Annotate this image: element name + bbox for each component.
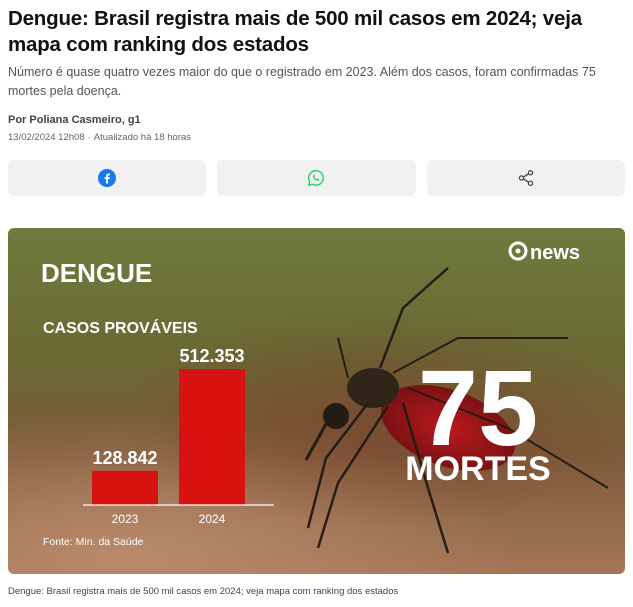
bar-2023: [92, 470, 158, 505]
chart-source: Fonte: Min. da Saúde: [43, 536, 144, 548]
facebook-share-button[interactable]: [8, 160, 207, 196]
bar-category-label: 2024: [199, 512, 226, 526]
infographic-canvas: news DENGUE CASOS PROVÁVEIS 128.842 2023 5…: [41, 241, 609, 554]
mosquito-illustration: [304, 267, 609, 554]
deaths-label: MORTES: [405, 450, 550, 488]
bar-2024: [179, 369, 245, 505]
bar-value-label: 128.842: [92, 448, 157, 468]
article-headline: Dengue: Brasil registra mais de 500 mil …: [8, 7, 582, 56]
brand-name: news: [530, 242, 580, 264]
bar-category-label: 2023: [112, 512, 139, 526]
facebook-icon: [98, 169, 117, 187]
published-time: 13/02/2024 12h08: [8, 132, 85, 143]
article-byline: Por Poliana Casmeiro, g1: [8, 114, 141, 126]
bar-value-label: 512.353: [179, 346, 244, 366]
image-caption: Dengue: Brasil registra mais de 500 mil …: [8, 586, 399, 597]
share-button[interactable]: [426, 160, 625, 196]
deaths-number: 75: [418, 347, 538, 468]
dateline-separator: ·: [87, 132, 91, 143]
share-icon: [518, 170, 534, 186]
dengue-infographic[interactable]: news DENGUE CASOS PROVÁVEIS 128.842 2023 5…: [8, 228, 625, 574]
cases-bar-chart: 128.842 2023 512.353 2024: [83, 346, 274, 526]
share-bar: [8, 160, 625, 196]
updated-time: Atualizado há 18 horas: [93, 132, 191, 143]
whatsapp-icon: [308, 169, 325, 187]
article-dateline: 13/02/2024 12h08 · Atualizado há 18 horas: [8, 132, 191, 144]
article-subhead: Número é quase quatro vezes maior do que…: [8, 65, 596, 98]
infographic-title: DENGUE: [41, 258, 152, 288]
gnews-logo: news: [508, 241, 580, 264]
whatsapp-share-button[interactable]: [217, 160, 416, 196]
chart-title: CASOS PROVÁVEIS: [43, 318, 198, 337]
